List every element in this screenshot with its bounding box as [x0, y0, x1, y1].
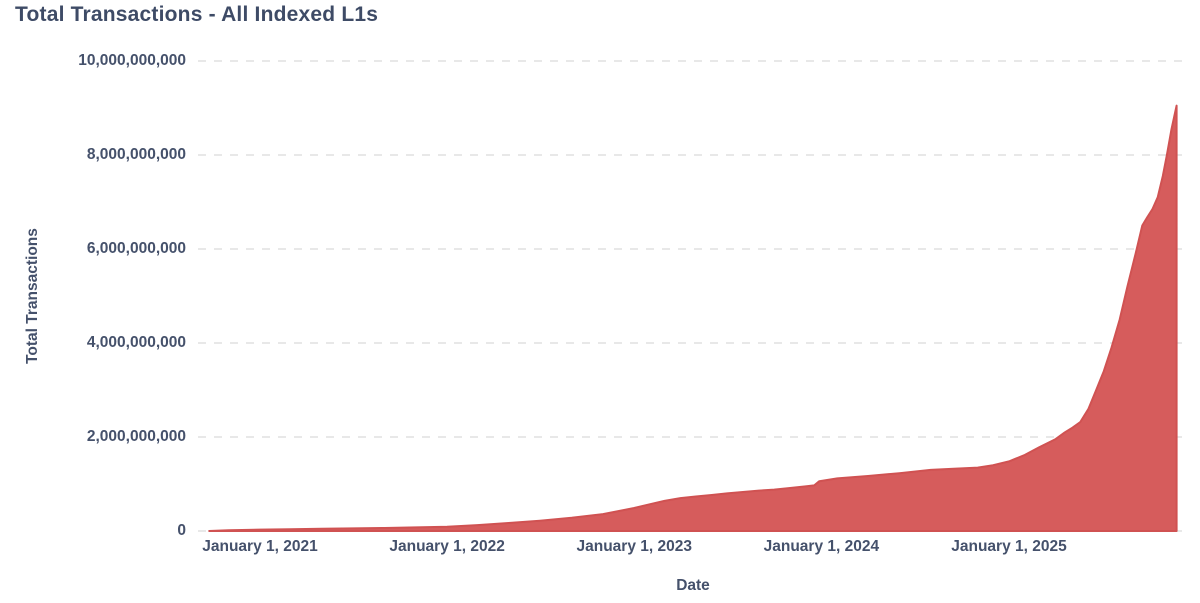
area-series[interactable]	[208, 104, 1178, 532]
y-tick-label: 10,000,000,000	[78, 52, 186, 69]
x-tick-label: January 1, 2021	[202, 538, 318, 555]
y-tick-label: 0	[177, 522, 186, 539]
x-tick-label: January 1, 2022	[389, 538, 505, 555]
x-tick-label: January 1, 2023	[576, 538, 692, 555]
y-tick-label: 2,000,000,000	[86, 428, 186, 445]
x-axis-title: Date	[676, 577, 710, 594]
chart-title: Total Transactions - All Indexed L1s	[15, 3, 379, 26]
y-tick-label: 8,000,000,000	[86, 146, 186, 163]
x-tick-label: January 1, 2024	[763, 538, 880, 555]
y-tick-label: 4,000,000,000	[86, 334, 186, 351]
y-axis-title: Total Transactions	[24, 228, 41, 364]
x-tick-label: January 1, 2025	[951, 538, 1067, 555]
y-tick-label: 6,000,000,000	[86, 240, 186, 257]
